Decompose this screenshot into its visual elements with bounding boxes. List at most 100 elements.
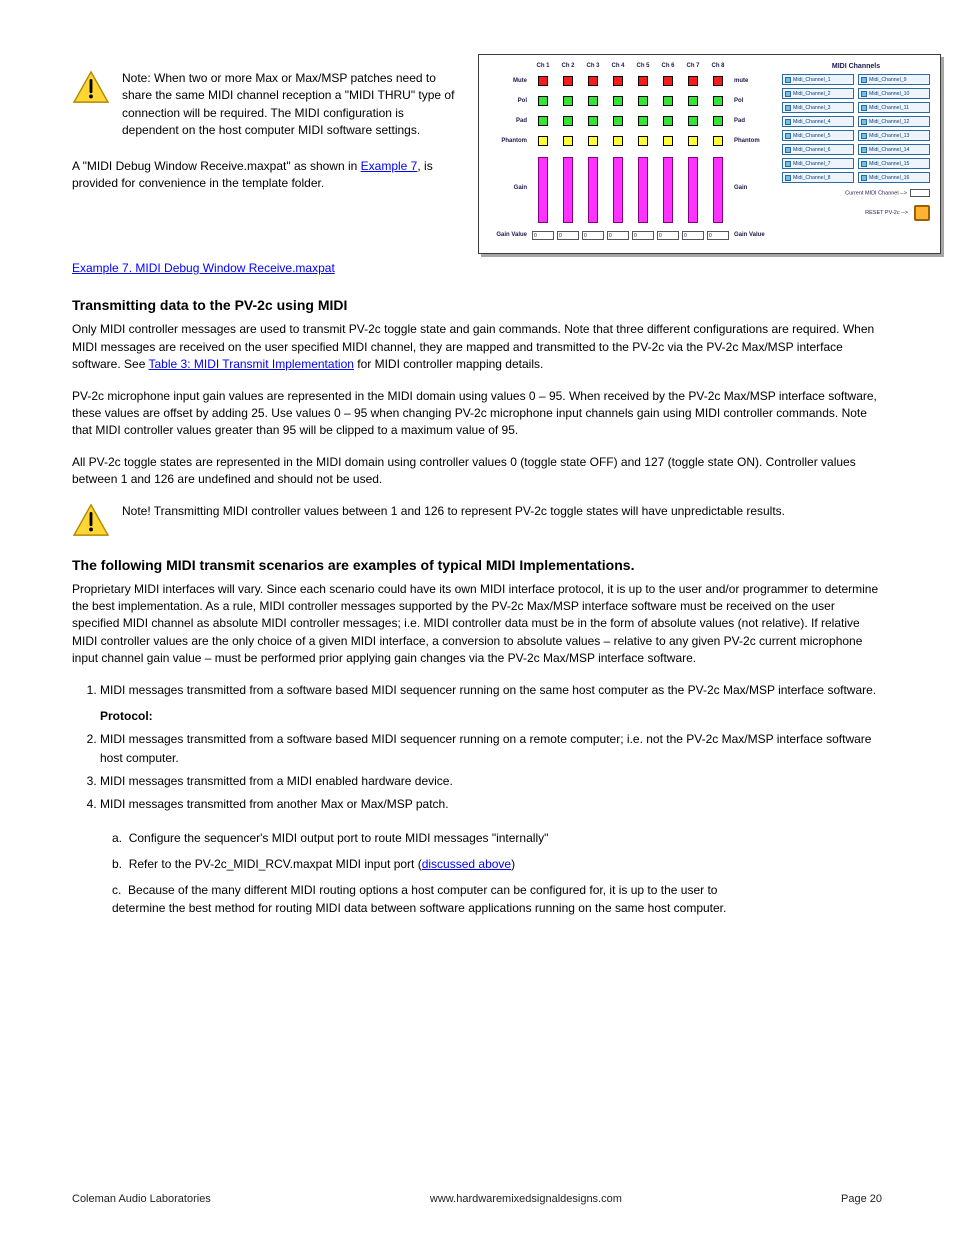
pol-toggle[interactable] xyxy=(638,96,648,106)
midi-channel-button[interactable]: Midi_Channel_7 xyxy=(782,158,854,169)
gain-slider[interactable] xyxy=(613,157,623,223)
gain-slider[interactable] xyxy=(588,157,598,223)
midi-channel-label: Midi_Channel_1 xyxy=(793,77,831,83)
midi-channel-button[interactable]: Midi_Channel_5 xyxy=(782,130,854,141)
pol-toggle[interactable] xyxy=(588,96,598,106)
midi-channel-button[interactable]: Midi_Channel_3 xyxy=(782,102,854,113)
midi-channel-button[interactable]: Midi_Channel_16 xyxy=(858,172,930,183)
figure-container: Ch 1Ch 2Ch 3Ch 4Ch 5Ch 6Ch 7Ch 8Mutemute… xyxy=(478,54,941,254)
example7-link[interactable]: Example 7 xyxy=(361,159,418,173)
table3-link[interactable]: Table 3: MIDI Transmit Implementation xyxy=(149,357,354,371)
midi-channel-button[interactable]: Midi_Channel_15 xyxy=(858,158,930,169)
reset-button[interactable] xyxy=(914,205,930,221)
tx-para2: PV-2c microphone input gain values are r… xyxy=(72,388,882,440)
midi-debug-figure: Ch 1Ch 2Ch 3Ch 4Ch 5Ch 6Ch 7Ch 8Mutemute… xyxy=(478,54,941,254)
pad-toggle[interactable] xyxy=(663,116,673,126)
reset-label: RESET PV-2c --> xyxy=(865,210,908,216)
footer-right: Page 20 xyxy=(841,1193,882,1205)
pol-toggle[interactable] xyxy=(613,96,623,106)
discussed-above-link[interactable]: discussed above xyxy=(422,857,511,871)
checkbox-icon xyxy=(785,175,791,181)
pad-toggle[interactable] xyxy=(563,116,573,126)
pad-toggle[interactable] xyxy=(688,116,698,126)
checkbox-icon xyxy=(785,133,791,139)
phantom-toggle[interactable] xyxy=(688,136,698,146)
midi-channel-button[interactable]: Midi_Channel_11 xyxy=(858,102,930,113)
checkbox-icon xyxy=(785,77,791,83)
pad-toggle[interactable] xyxy=(613,116,623,126)
mute-toggle[interactable] xyxy=(588,76,598,86)
pol-toggle[interactable] xyxy=(563,96,573,106)
midi-channel-label: Midi_Channel_15 xyxy=(869,161,909,167)
midi-channel-label: Midi_Channel_3 xyxy=(793,105,831,111)
gain-value-input[interactable]: 0 xyxy=(582,231,604,240)
footer-left: Coleman Audio Laboratories xyxy=(72,1193,211,1205)
phantom-toggle[interactable] xyxy=(638,136,648,146)
pad-toggle[interactable] xyxy=(713,116,723,126)
pol-toggle[interactable] xyxy=(663,96,673,106)
midi-channel-button[interactable]: Midi_Channel_12 xyxy=(858,116,930,127)
mute-toggle[interactable] xyxy=(563,76,573,86)
gain-value-input[interactable]: 0 xyxy=(632,231,654,240)
gain-slider[interactable] xyxy=(713,157,723,223)
midi-channel-label: Midi_Channel_14 xyxy=(869,147,909,153)
gain-value-input[interactable]: 0 xyxy=(557,231,579,240)
midi-channel-button[interactable]: Midi_Channel_8 xyxy=(782,172,854,183)
midi-channel-label: Midi_Channel_2 xyxy=(793,91,831,97)
phantom-toggle[interactable] xyxy=(538,136,548,146)
phantom-toggle[interactable] xyxy=(663,136,673,146)
checkbox-icon xyxy=(785,161,791,167)
note-text: Note! Transmitting MIDI controller value… xyxy=(122,503,785,520)
gain-slider[interactable] xyxy=(538,157,548,223)
midi-channel-button[interactable]: Midi_Channel_6 xyxy=(782,144,854,155)
footer-center: www.hardwaremixedsignaldesigns.com xyxy=(211,1193,841,1205)
gain-value-input[interactable]: 0 xyxy=(682,231,704,240)
gain-value-input[interactable]: 0 xyxy=(707,231,729,240)
phantom-toggle[interactable] xyxy=(563,136,573,146)
scenarios-intro: Proprietary MIDI interfaces will vary. S… xyxy=(72,581,882,668)
midi-channel-button[interactable]: Midi_Channel_14 xyxy=(858,144,930,155)
channel-header: Ch 2 xyxy=(557,63,579,69)
mute-toggle[interactable] xyxy=(713,76,723,86)
midi-channel-button[interactable]: Midi_Channel_9 xyxy=(858,74,930,85)
checkbox-icon xyxy=(861,77,867,83)
example7-caption-link[interactable]: Example 7. MIDI Debug Window Receive.max… xyxy=(72,261,335,275)
gain-slider[interactable] xyxy=(688,157,698,223)
midi-channel-button[interactable]: Midi_Channel_4 xyxy=(782,116,854,127)
gain-slider[interactable] xyxy=(563,157,573,223)
channel-header: Ch 4 xyxy=(607,63,629,69)
gain-value-input[interactable]: 0 xyxy=(607,231,629,240)
gain-slider[interactable] xyxy=(638,157,648,223)
phantom-toggle[interactable] xyxy=(588,136,598,146)
phantom-toggle[interactable] xyxy=(613,136,623,146)
midi-channel-button[interactable]: Midi_Channel_10 xyxy=(858,88,930,99)
pol-toggle[interactable] xyxy=(538,96,548,106)
mute-toggle[interactable] xyxy=(613,76,623,86)
scenarios-title: The following MIDI transmit scenarios ar… xyxy=(72,557,882,573)
pol-toggle[interactable] xyxy=(713,96,723,106)
gain-slider[interactable] xyxy=(663,157,673,223)
pad-toggle[interactable] xyxy=(588,116,598,126)
pad-toggle[interactable] xyxy=(538,116,548,126)
phantom-toggle[interactable] xyxy=(713,136,723,146)
mute-toggle[interactable] xyxy=(688,76,698,86)
midi-channel-button[interactable]: Midi_Channel_13 xyxy=(858,130,930,141)
gain-value-input[interactable]: 0 xyxy=(657,231,679,240)
midi-channel-button[interactable]: Midi_Channel_2 xyxy=(782,88,854,99)
midi-channel-button[interactable]: Midi_Channel_1 xyxy=(782,74,854,85)
pol-toggle[interactable] xyxy=(688,96,698,106)
scenario-item: MIDI messages transmitted from another M… xyxy=(100,795,882,814)
protocol-label: Protocol: xyxy=(100,707,882,726)
midi-channel-label: Midi_Channel_5 xyxy=(793,133,831,139)
scenario-item: MIDI messages transmitted from a MIDI en… xyxy=(100,772,882,791)
midi-channel-label: Midi_Channel_16 xyxy=(869,175,909,181)
mute-toggle[interactable] xyxy=(538,76,548,86)
mute-toggle[interactable] xyxy=(638,76,648,86)
channel-header: Ch 5 xyxy=(632,63,654,69)
protocol-line-c: c. Because of the many different MIDI ro… xyxy=(112,881,762,917)
gain-value-input[interactable]: 0 xyxy=(532,231,554,240)
mute-toggle[interactable] xyxy=(663,76,673,86)
midi-channel-label: Midi_Channel_10 xyxy=(869,91,909,97)
warning-icon xyxy=(72,503,110,537)
pad-toggle[interactable] xyxy=(638,116,648,126)
